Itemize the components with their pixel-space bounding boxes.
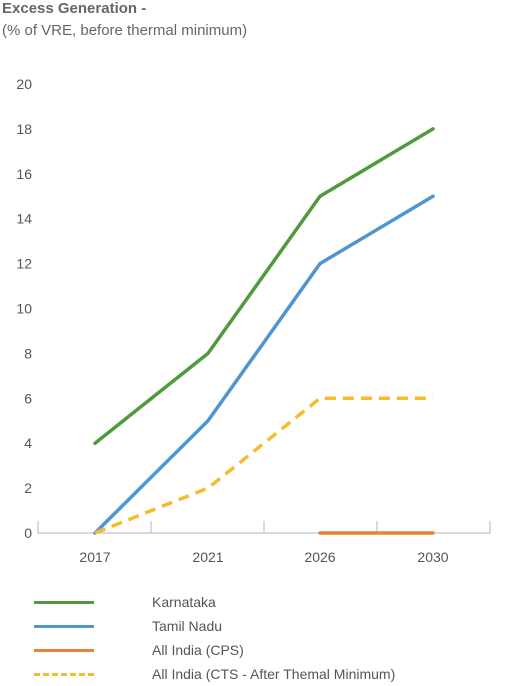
x-tick-label: 2017 [79,549,110,565]
legend-label: All India (CTS - After Themal Minimum) [152,666,396,682]
legend-item: Karnataka [34,590,395,614]
legend-label: All India (CPS) [152,642,244,658]
y-tick-label: 18 [16,121,32,137]
series-lines [93,127,435,535]
series-line [93,194,435,535]
y-tick-label: 10 [16,301,32,317]
legend: Karnataka Tamil Nadu All India (CPS) All In… [34,590,395,686]
y-tick-label: 4 [24,435,32,451]
legend-item: Tamil Nadu [34,614,395,638]
x-tick-label: 2026 [304,549,335,565]
y-axis: 0 2 4 6 8 10 12 14 16 18 20 [16,76,32,541]
legend-label: Karnataka [152,594,216,610]
x-axis: 2017 2021 2026 2030 [37,521,491,565]
legend-item: All India (CTS - After Themal Minimum) [34,662,395,686]
y-tick-label: 14 [16,211,32,227]
legend-swatch [34,672,94,676]
legend-swatch [34,600,94,604]
chart-title: Excess Generation - [2,0,147,17]
legend-item: All India (CPS) [34,638,395,662]
y-tick-label: 20 [16,76,32,92]
y-tick-label: 0 [24,525,32,541]
chart-subtitle: (% of VRE, before thermal minimum) [2,22,248,39]
y-tick-label: 8 [24,345,32,361]
legend-swatch [34,624,94,628]
y-tick-label: 6 [24,390,32,406]
legend-label: Tamil Nadu [152,618,223,634]
y-tick-label: 12 [16,256,32,272]
x-tick-label: 2021 [192,549,223,565]
x-tick-label: 2030 [417,549,448,565]
series-line [94,396,433,535]
series-line [93,127,435,445]
y-tick-label: 16 [16,166,32,182]
legend-swatch [34,648,94,652]
y-tick-label: 2 [24,480,32,496]
